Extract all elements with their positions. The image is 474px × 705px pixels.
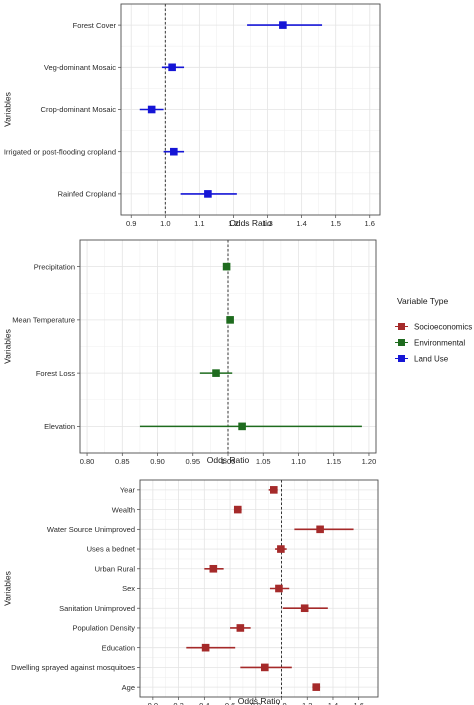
panel-border [120, 3, 381, 216]
legend-title: Variable Type [397, 296, 448, 306]
category-label-population-density: Population Density [72, 624, 135, 633]
category-label-dwelling-sprayed-against-mosquitoes: Dwelling sprayed against mosquitoes [11, 663, 135, 672]
category-label-veg-dominant-mosaic: Veg-dominant Mosaic [44, 63, 116, 72]
category-label-crop-dominant-mosaic: Crop-dominant Mosaic [41, 105, 117, 114]
category-label-age: Age [122, 683, 135, 692]
x-axis-title: Odds Ratio [229, 218, 272, 228]
land-use-panel: 0.9 1.0 1.1 1.2 1.3 1.4 1.5 1.6 Forest Cover Veg-… [2, 3, 381, 228]
estimate-point-dwelling-sprayed-against-mosquitoes [260, 663, 269, 672]
category-label-forest-loss: Forest Loss [36, 369, 75, 378]
x-tick-label: 0.95 [185, 457, 200, 466]
x-tick-label: 1.1 [194, 219, 204, 228]
estimate-point-population-density [236, 624, 245, 632]
legend-label-socioeconomics: Socioeconomics [414, 323, 472, 332]
estimate-point-sanitation-unimproved [300, 604, 309, 613]
category-label-rainfed-cropland: Rainfed Cropland [58, 190, 116, 199]
x-tick-label: 1.5 [330, 219, 340, 228]
x-tick-label: 0.90 [150, 457, 165, 466]
x-tick-label: 0.80 [80, 457, 95, 466]
x-tick-label: 0.85 [115, 457, 130, 466]
legend: Variable Type Socioeconomics Environment… [395, 296, 472, 364]
y-axis-title: Variables [2, 571, 12, 606]
y-axis-title: Variables [2, 92, 12, 127]
estimate-point-rainfed-cropland [204, 190, 212, 198]
estimate-point-year [269, 486, 278, 494]
x-axis-title: Odds Ratio [238, 696, 281, 705]
x-tick-label: 1.4 [328, 701, 338, 705]
panel-border [79, 239, 377, 454]
x-axis-title: Odds Ratio [207, 455, 250, 465]
estimate-point-forest-cover [279, 21, 287, 29]
x-tick-label: 1.6 [353, 701, 363, 705]
category-label-water-source-unimproved: Water Source Unimproved [47, 525, 135, 534]
x-tick-label: 0.9 [126, 219, 136, 228]
estimate-point-sex [275, 584, 283, 593]
estimate-point-elevation [238, 422, 246, 431]
legend-label-land-use: Land Use [414, 355, 449, 364]
environmental-panel: 0.80 0.85 0.90 0.95 1.00 1.05 1.10 1.15 1.20 Prec… [2, 239, 377, 466]
estimate-point-water-source-unimproved [316, 525, 324, 534]
panel-border [139, 479, 379, 698]
category-label-irrigated-or-post-flooding-cropland: Irrigated or post-flooding cropland [4, 147, 116, 156]
x-tick-label: 0.6 [225, 701, 235, 705]
y-axis-title: Variables [2, 329, 12, 364]
estimate-point-mean-temperature [226, 316, 234, 324]
estimate-point-irrigated-or-post-flooding-cropland [170, 147, 178, 156]
legend-label-environmental: Environmental [414, 339, 465, 348]
x-tick-label: 1.2 [228, 219, 238, 228]
estimate-point-education [201, 643, 210, 652]
x-tick-label: 0.8 [251, 701, 261, 705]
x-tick-label: 1.0 [276, 701, 286, 705]
estimate-point-age [312, 683, 321, 691]
x-tick-label: 1.10 [291, 457, 306, 466]
x-tick-label: 0.4 [199, 701, 209, 705]
socioeconomic-panel: 0.0 0.2 0.4 0.6 0.8 1.0 1.2 1.4 1.6 Year Wealth Wat… [2, 479, 379, 705]
category-label-education: Education [102, 643, 135, 652]
x-tick-label: 1.15 [326, 457, 341, 466]
category-label-uses-a-bednet: Uses a bednet [87, 545, 136, 554]
estimate-point-crop-dominant-mosaic [147, 105, 156, 114]
x-tick-label: 1.4 [296, 219, 306, 228]
category-label-mean-temperature: Mean Temperature [12, 316, 75, 325]
estimate-point-veg-dominant-mosaic [168, 63, 176, 72]
category-label-year: Year [120, 486, 136, 495]
x-tick-label: 1.05 [256, 457, 271, 466]
x-tick-label: 1.6 [365, 219, 375, 228]
category-label-forest-cover: Forest Cover [73, 21, 117, 30]
estimate-point-urban-rural [209, 564, 218, 573]
category-label-sanitation-unimproved: Sanitation Unimproved [59, 604, 135, 613]
x-tick-label: 0.2 [173, 701, 183, 705]
category-label-precipitation: Precipitation [34, 262, 75, 271]
estimate-point-precipitation [222, 262, 231, 271]
x-tick-label: 1.3 [262, 219, 272, 228]
category-label-elevation: Elevation [44, 422, 75, 431]
x-tick-label: 0.0 [148, 701, 158, 705]
category-label-sex: Sex [122, 584, 135, 593]
estimate-point-wealth [233, 505, 242, 514]
x-tick-label: 1.20 [362, 457, 377, 466]
category-label-wealth: Wealth [112, 505, 135, 514]
category-label-urban-rural: Urban Rural [95, 564, 136, 573]
x-tick-label: 1.2 [302, 701, 312, 705]
x-tick-label: 1.0 [160, 219, 170, 228]
x-tick-label: 1.00 [221, 457, 236, 466]
estimate-point-uses-a-bednet [277, 545, 285, 553]
estimate-point-forest-loss [212, 369, 220, 377]
